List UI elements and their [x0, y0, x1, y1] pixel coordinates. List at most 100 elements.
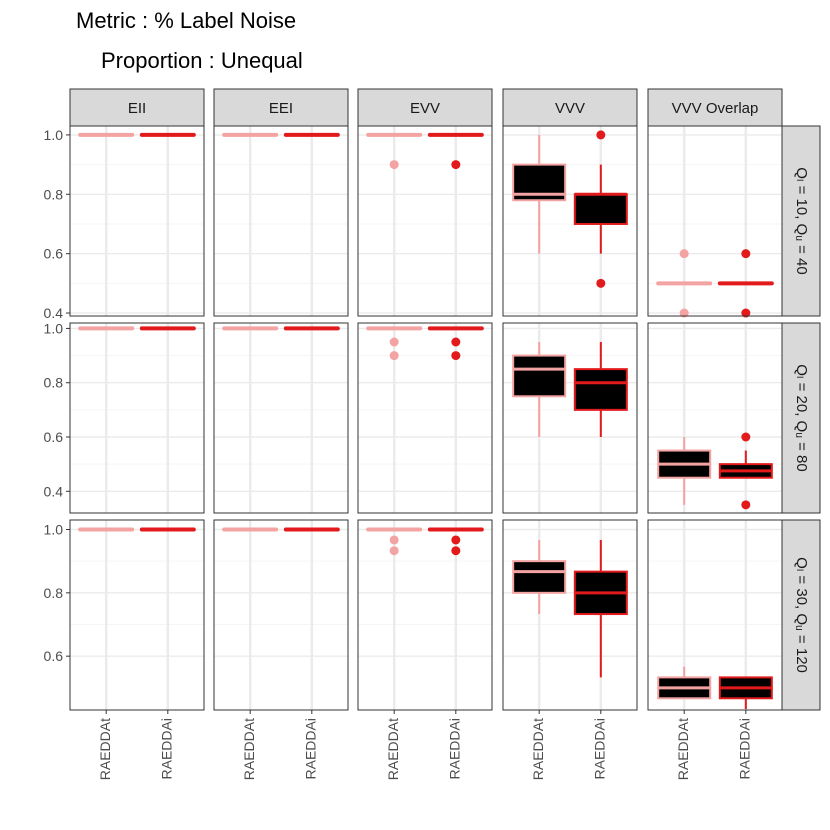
- boxplot-RAEDDAi: [573, 342, 628, 437]
- facet-strip-row: [781, 322, 821, 514]
- facet-panel: [647, 125, 783, 318]
- y-tick-label: 0.6: [44, 648, 64, 664]
- box-body: [512, 560, 567, 594]
- facet-panel: [213, 322, 349, 514]
- panel-border: [69, 519, 205, 711]
- facet-panel: [357, 125, 493, 317]
- boxplot-RAEDDAi: [573, 539, 628, 678]
- outlier-point: [741, 432, 751, 442]
- boxplot-RAEDDAt: [512, 134, 567, 254]
- outlier-point: [679, 249, 689, 259]
- facet-col-label: EEI: [269, 100, 293, 117]
- outlier-point: [389, 546, 399, 556]
- panel-border: [213, 125, 349, 317]
- facet-strip-col: [213, 88, 349, 127]
- outlier-point: [596, 278, 606, 288]
- x-tick-label: RAEDDAi: [303, 718, 319, 779]
- facet-col-label: VVV Overlap: [672, 100, 759, 117]
- facet-strip-col: [502, 88, 638, 127]
- outlier-point: [389, 535, 399, 545]
- y-tick-label: 0.6: [44, 246, 64, 262]
- box-body: [573, 368, 628, 411]
- box-body: [573, 193, 628, 225]
- facet-strip-col: [69, 88, 205, 127]
- facet-panel: [357, 519, 493, 711]
- panel-border: [213, 519, 349, 711]
- outlier-point: [451, 535, 461, 545]
- facet-col-label: EII: [128, 100, 146, 117]
- x-tick-label: RAEDDAi: [159, 718, 175, 779]
- y-tick-label: 0.8: [44, 585, 64, 601]
- y-tick-label: 0.8: [44, 375, 64, 391]
- panel-background: [70, 520, 204, 710]
- facet-panel: [647, 322, 783, 514]
- boxplot-RAEDDAt: [656, 249, 713, 318]
- panel-background: [648, 323, 782, 513]
- y-tick-label: 0.6: [44, 429, 64, 445]
- panel-background: [358, 520, 492, 710]
- x-tick-label: RAEDDAi: [447, 718, 463, 779]
- panel-border: [502, 322, 638, 514]
- panel-background: [358, 323, 492, 513]
- x-tick-label: RAEDDAt: [385, 718, 401, 780]
- box-body: [512, 354, 567, 398]
- panel-background: [648, 126, 782, 316]
- outlier-point: [389, 160, 399, 170]
- panel-background: [214, 126, 348, 316]
- boxplot-RAEDDAt: [366, 326, 423, 361]
- panel-background: [503, 323, 637, 513]
- panel-border: [357, 322, 493, 514]
- boxplot-RAEDDAi: [427, 527, 484, 556]
- facet-panel: [357, 322, 493, 514]
- boxplot-RAEDDAt: [366, 132, 423, 170]
- panel-border: [647, 519, 783, 711]
- facet-strip-row: [781, 519, 821, 711]
- facet-panel: [213, 519, 349, 711]
- panel-border: [357, 519, 493, 711]
- boxplot-RAEDDAi: [718, 432, 773, 510]
- outlier-point: [741, 249, 751, 259]
- outlier-point: [451, 337, 461, 347]
- outlier-point: [741, 500, 751, 510]
- boxplot-RAEDDAt: [366, 527, 423, 556]
- x-tick-label: RAEDDAt: [675, 718, 691, 780]
- y-tick-label: 0.4: [44, 305, 64, 321]
- outlier-point: [741, 308, 751, 318]
- facet-panel: [69, 519, 205, 711]
- boxplot-RAEDDAt: [657, 666, 712, 700]
- boxplot-RAEDDAi: [718, 676, 773, 710]
- boxplot-RAEDDAt: [512, 342, 567, 437]
- facet-row-label: Qₗ = 20, Qᵤ = 80: [793, 364, 810, 471]
- facet-row-label: Qₗ = 30, Qᵤ = 120: [793, 557, 810, 673]
- facet-panel: [69, 322, 205, 514]
- panel-border: [69, 322, 205, 514]
- panel-border: [647, 125, 783, 317]
- facet-col-label: VVV: [555, 100, 585, 117]
- x-tick-label: RAEDDAi: [737, 718, 753, 779]
- panel-background: [70, 323, 204, 513]
- boxplot-RAEDDAi: [717, 249, 774, 318]
- facet-panel: [647, 519, 783, 711]
- outlier-point: [389, 351, 399, 361]
- x-tick-label: RAEDDAt: [97, 718, 113, 780]
- boxplot-RAEDDAi: [427, 326, 484, 361]
- facet-panel: [69, 125, 205, 317]
- outlier-point: [389, 337, 399, 347]
- boxplot-RAEDDAt: [657, 437, 712, 505]
- boxplot-RAEDDAi: [573, 130, 628, 288]
- y-tick-label: 1.0: [44, 320, 64, 336]
- outlier-point: [596, 130, 606, 140]
- y-tick-label: 0.8: [44, 186, 64, 202]
- outlier-point: [451, 160, 461, 170]
- facet-panel: [502, 125, 638, 317]
- x-tick-label: RAEDDAt: [530, 718, 546, 780]
- panel-border: [69, 125, 205, 317]
- facet-panels: EII EEI EVV VVV VVV Overlap Qₗ = 10, Qᵤ = 40 0…: [44, 88, 821, 780]
- x-tick-label: RAEDDAt: [241, 718, 257, 780]
- boxplot-RAEDDAi: [427, 132, 484, 170]
- chart-subtitle: Proportion : Unequal: [101, 48, 303, 73]
- facet-panel: [213, 125, 349, 317]
- chart-title: Metric : % Label Noise: [76, 8, 296, 33]
- x-tick-label: RAEDDAi: [592, 718, 608, 779]
